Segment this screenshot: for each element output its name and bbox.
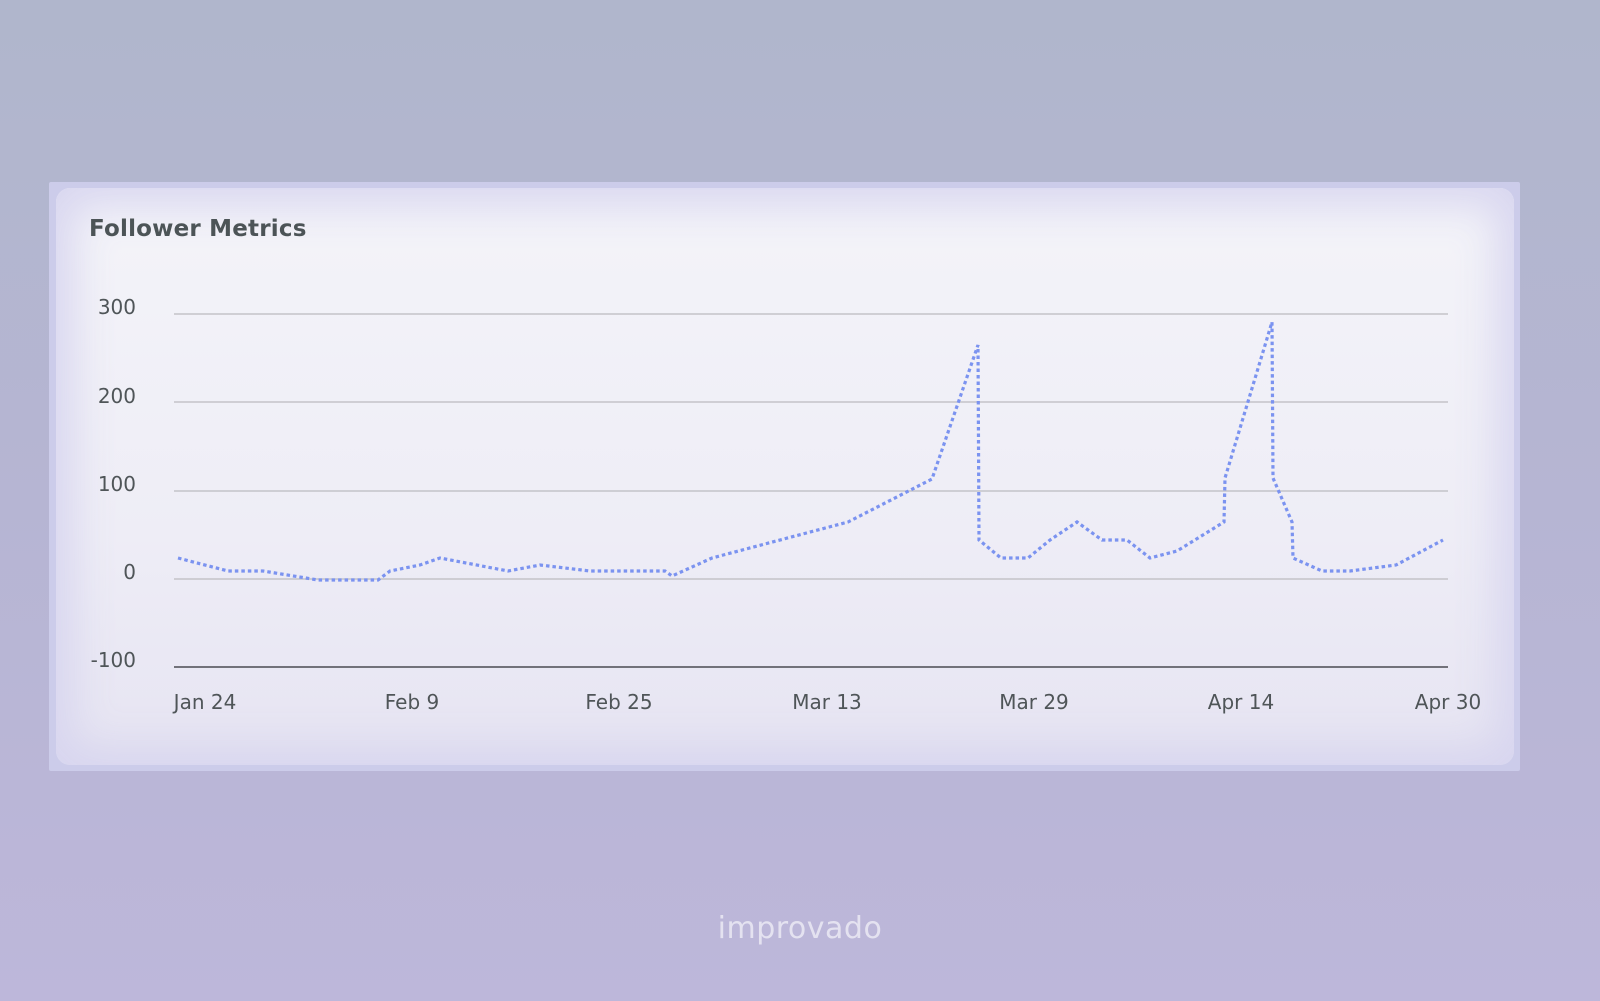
- x-tick-mar29: Mar 29: [999, 690, 1069, 714]
- x-tick-mar13: Mar 13: [792, 690, 862, 714]
- x-tick-feb9: Feb 9: [384, 690, 440, 714]
- x-tick-feb25: Feb 25: [585, 690, 653, 714]
- y-tick-0: 0: [123, 560, 136, 584]
- y-tick-300: 300: [97, 295, 136, 319]
- y-tick-100: 100: [97, 472, 136, 496]
- x-tick-apr30: Apr 30: [1414, 690, 1482, 714]
- improvado-logo: improvado: [717, 911, 883, 946]
- y-tick-neg100: -100: [90, 648, 136, 672]
- chart-card: [56, 188, 1514, 765]
- y-tick-200: 200: [97, 384, 136, 408]
- chart-title: Follower Metrics: [89, 216, 307, 242]
- followers-series-line: [177, 321, 1444, 582]
- gridlines: [174, 313, 1448, 580]
- x-tick-apr14: Apr 14: [1207, 690, 1275, 714]
- x-tick-jan24: Jan 24: [173, 690, 237, 714]
